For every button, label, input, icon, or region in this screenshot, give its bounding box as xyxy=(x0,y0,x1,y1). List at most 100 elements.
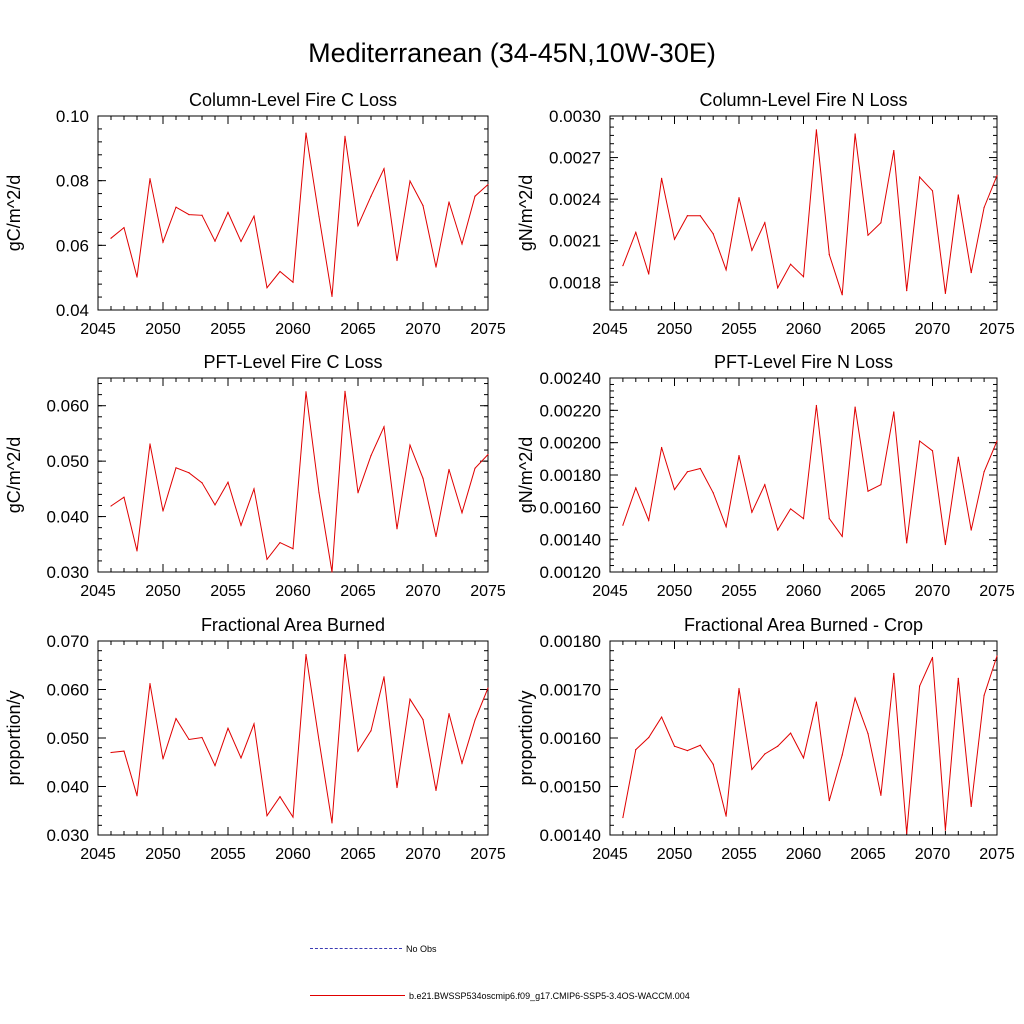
data-point xyxy=(435,789,437,791)
data-point xyxy=(227,481,229,483)
y-tick-label: 0.040 xyxy=(46,778,89,797)
x-tick-label: 2050 xyxy=(145,846,181,863)
data-point xyxy=(919,176,921,178)
data-point xyxy=(188,214,190,216)
x-tick-label: 2050 xyxy=(657,583,693,600)
data-point xyxy=(448,713,450,715)
chart-panel-1: 2045 2050 2055 2060 2065 2070 2075 0.04 0.06 0.08… xyxy=(4,90,506,338)
data-point xyxy=(867,490,869,492)
data-point xyxy=(279,796,281,798)
x-tick-label: 2050 xyxy=(657,846,693,863)
data-point xyxy=(305,653,307,656)
chart-panel-3: 2045 2050 2055 2060 2065 2070 2075 0.030 0.040 0.… xyxy=(4,352,506,600)
x-tick-label: 2065 xyxy=(850,846,886,863)
data-point xyxy=(661,446,663,449)
data-line xyxy=(110,133,489,297)
data-point xyxy=(699,215,701,217)
y-tick-label: 0.0021 xyxy=(549,232,601,251)
data-point xyxy=(149,178,151,180)
data-point xyxy=(906,290,908,292)
data-point xyxy=(996,174,998,177)
x-tick-label: 2075 xyxy=(979,583,1015,600)
x-tick-label: 2065 xyxy=(850,321,886,338)
x-tick-label: 2045 xyxy=(80,583,116,600)
data-point xyxy=(383,426,385,428)
data-point xyxy=(162,241,164,243)
data-point xyxy=(136,550,138,552)
data-point xyxy=(318,492,320,494)
y-tick-label: 0.06 xyxy=(56,236,89,255)
data-line xyxy=(622,129,998,295)
y-tick-label: 0.00200 xyxy=(540,434,601,453)
data-point xyxy=(919,685,921,687)
chart-panel-6: 2045 2050 2055 2060 2065 2070 2075 0.00140 0.001… xyxy=(516,615,1015,863)
data-point xyxy=(396,786,398,789)
x-tick-label: 2055 xyxy=(210,846,246,863)
y-tick-label: 0.070 xyxy=(46,632,89,651)
data-point xyxy=(854,133,856,135)
x-tick-label: 2065 xyxy=(340,321,376,338)
x-tick-label: 2045 xyxy=(592,583,628,600)
data-point xyxy=(487,453,489,456)
data-point xyxy=(983,206,985,209)
data-point xyxy=(725,269,727,271)
data-point xyxy=(162,510,164,512)
x-tick-label: 2075 xyxy=(470,321,506,338)
data-point xyxy=(802,276,805,278)
x-tick-label: 2060 xyxy=(786,321,822,338)
data-point xyxy=(957,194,959,196)
data-point xyxy=(188,472,190,474)
data-point xyxy=(828,253,830,256)
data-point xyxy=(344,653,346,656)
y-axis-label: proportion/y xyxy=(516,690,536,785)
data-point xyxy=(777,745,779,747)
data-point xyxy=(266,815,268,817)
data-point xyxy=(461,762,463,764)
data-point xyxy=(227,211,229,213)
data-point xyxy=(266,287,268,289)
x-tick-label: 2055 xyxy=(721,583,757,600)
data-point xyxy=(214,765,216,767)
data-point xyxy=(906,542,908,544)
y-tick-label: 0.040 xyxy=(46,508,89,527)
y-tick-label: 0.00140 xyxy=(540,826,601,845)
data-point xyxy=(123,496,125,498)
y-tick-label: 0.00180 xyxy=(540,632,601,651)
data-point xyxy=(396,528,398,530)
x-tick-label: 2070 xyxy=(405,321,441,338)
data-point xyxy=(279,542,281,544)
x-tick-label: 2070 xyxy=(405,583,441,600)
data-point xyxy=(893,150,895,152)
data-point xyxy=(240,240,242,243)
y-tick-label: 0.060 xyxy=(46,397,89,416)
data-point xyxy=(944,543,947,546)
data-point xyxy=(240,524,242,527)
data-point xyxy=(815,129,818,131)
y-tick-label: 0.00150 xyxy=(540,778,601,797)
data-point xyxy=(983,471,985,473)
data-point xyxy=(828,799,830,802)
data-point xyxy=(435,535,437,538)
data-point xyxy=(318,215,320,218)
data-point xyxy=(110,505,112,507)
x-tick-label: 2045 xyxy=(592,846,628,863)
data-point xyxy=(279,270,281,273)
data-point xyxy=(790,732,792,734)
data-point xyxy=(635,749,637,751)
data-point xyxy=(370,195,372,197)
data-point xyxy=(867,234,869,236)
x-tick-label: 2055 xyxy=(210,321,246,338)
data-point xyxy=(422,204,424,207)
data-point xyxy=(175,718,177,720)
data-point xyxy=(318,739,320,742)
legend-entry-obs: No Obs xyxy=(310,943,437,954)
x-tick-label: 2055 xyxy=(721,846,757,863)
data-point xyxy=(983,694,985,696)
data-point xyxy=(931,450,934,452)
x-tick-label: 2070 xyxy=(915,321,951,338)
data-point xyxy=(828,518,830,520)
data-point xyxy=(331,295,333,298)
x-tick-label: 2065 xyxy=(340,583,376,600)
data-point xyxy=(738,455,740,457)
